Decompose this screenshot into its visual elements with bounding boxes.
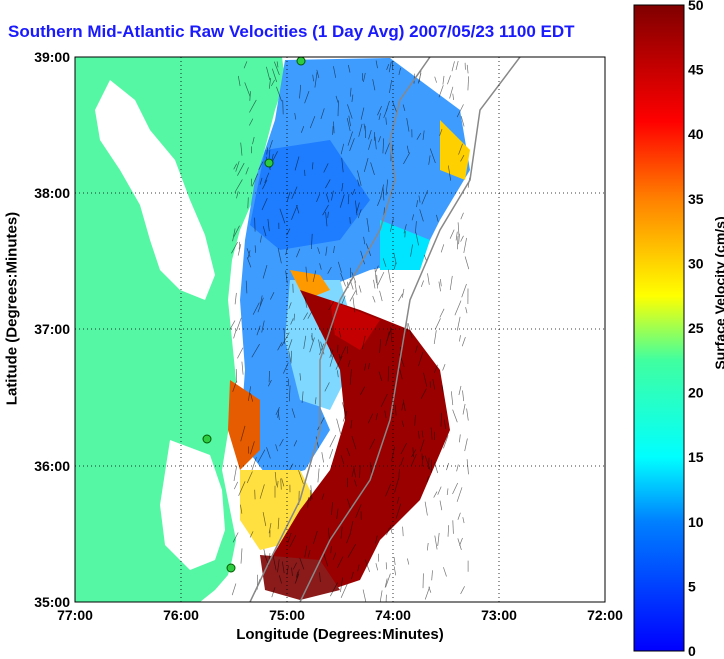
y-tick-label: 35:00 [34, 594, 70, 610]
x-axis-label: Longitude (Degrees:Minutes) [236, 626, 444, 643]
y-tick-label: 39:00 [34, 49, 70, 65]
velocity-field [228, 58, 470, 600]
y-tick-label: 36:00 [34, 458, 70, 474]
colorbar-tick-label: 50 [688, 0, 704, 13]
colorbar [633, 4, 685, 652]
sound-water [160, 440, 225, 570]
colorbar-tick-label: 30 [688, 255, 704, 271]
colorbar-tick-label: 20 [688, 385, 704, 401]
y-tick-label: 38:00 [34, 185, 70, 201]
y-tick-labels: 39:00 38:00 37:00 36:00 35:00 [34, 49, 70, 610]
bathymetry-contours [249, 57, 521, 602]
map-title: Southern Mid-Atlantic Raw Velocities (1 … [8, 22, 575, 41]
colorbar-tick-label: 5 [688, 578, 696, 594]
colorbar-tick-label: 0 [688, 643, 696, 659]
grid-lines [75, 57, 605, 602]
colorbar-tick-label: 35 [688, 191, 704, 207]
x-tick-label: 76:00 [163, 607, 199, 623]
x-tick-label: 74:00 [375, 607, 411, 623]
velocity-vectors [229, 60, 470, 602]
chesapeake-bay [95, 80, 215, 300]
colorbar-tick-label: 40 [688, 126, 704, 142]
x-tick-labels: 77:00 76:00 75:00 74:00 73:00 72:00 [57, 607, 623, 623]
colorbar-tick-label: 15 [688, 449, 704, 465]
colorbar-tick-label: 10 [688, 514, 704, 530]
colorbar-tick-label: 25 [688, 320, 704, 336]
colorbar-tick-label: 45 [688, 62, 704, 78]
plot-frame [74, 56, 606, 603]
x-tick-label: 77:00 [57, 607, 93, 623]
x-tick-label: 72:00 [587, 607, 623, 623]
x-tick-label: 73:00 [481, 607, 517, 623]
colorbar-tick-labels: 0 5 10 15 20 25 30 35 40 45 50 [688, 0, 704, 659]
y-tick-label: 37:00 [34, 321, 70, 337]
x-tick-label: 75:00 [269, 607, 305, 623]
hf-radar-stations [202, 57, 306, 573]
